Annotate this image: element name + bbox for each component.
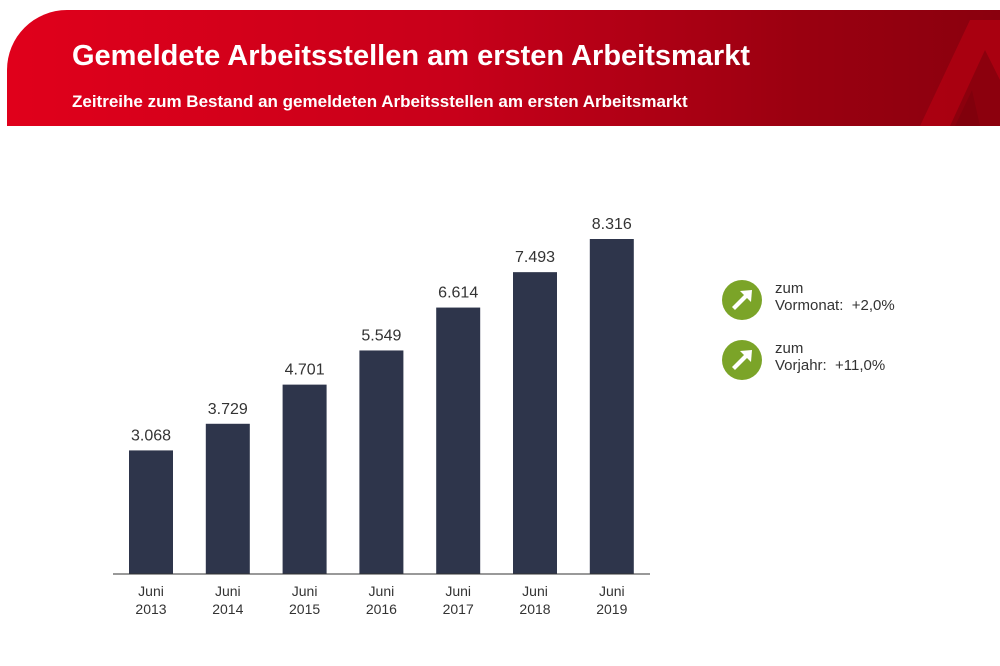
trend-label-line1: zum <box>775 280 804 297</box>
data-label: 4.701 <box>285 362 325 379</box>
x-tick-label: Juni <box>215 583 241 599</box>
bar <box>513 272 557 574</box>
page-title: Gemeldete Arbeitsstellen am ersten Arbei… <box>72 40 751 72</box>
trend-label-line2: Vorjahr: <box>775 357 827 374</box>
x-tick-label: 2014 <box>212 601 243 617</box>
x-tick-label: Juni <box>292 583 318 599</box>
x-tick-label: Juni <box>445 583 471 599</box>
trend-month: zum Vormonat: +2,0% <box>722 280 895 320</box>
bar <box>359 350 404 574</box>
bar <box>282 384 327 574</box>
data-label: 8.316 <box>592 216 632 233</box>
data-label: 3.068 <box>131 427 171 444</box>
bar <box>589 239 634 574</box>
header-banner: Gemeldete Arbeitsstellen am ersten Arbei… <box>7 10 1000 126</box>
agency-logo-icon <box>920 20 1000 126</box>
page-subtitle: Zeitreihe zum Bestand an gemeldeten Arbe… <box>72 92 688 111</box>
x-tick-label: 2015 <box>289 601 320 617</box>
trend-year: zum Vorjahr: +11,0% <box>722 340 885 380</box>
data-label: 6.614 <box>438 285 478 302</box>
trend-value: +11,0% <box>835 357 886 374</box>
x-tick-label: 2018 <box>519 601 550 617</box>
x-tick-label: Juni <box>369 583 395 599</box>
bar <box>205 423 250 574</box>
data-label: 7.493 <box>515 249 555 266</box>
trend-label-line2: Vormonat: <box>775 297 844 314</box>
bar <box>129 450 173 574</box>
trend-value: +2,0% <box>851 297 895 314</box>
data-label: 3.729 <box>208 401 248 418</box>
x-tick-label: 2016 <box>366 601 397 617</box>
data-label: 5.549 <box>361 327 401 344</box>
x-tick-label: Juni <box>138 583 164 599</box>
trend-label-line1: zum <box>775 340 804 357</box>
bar <box>436 307 481 574</box>
x-tick-label: 2019 <box>596 601 627 617</box>
x-tick-label: 2017 <box>443 601 474 617</box>
arrow-up-right-icon <box>722 280 762 320</box>
x-tick-label: Juni <box>599 583 625 599</box>
x-tick-label: Juni <box>522 583 548 599</box>
x-tick-label: 2013 <box>135 601 166 617</box>
arrow-up-right-icon <box>722 340 762 380</box>
